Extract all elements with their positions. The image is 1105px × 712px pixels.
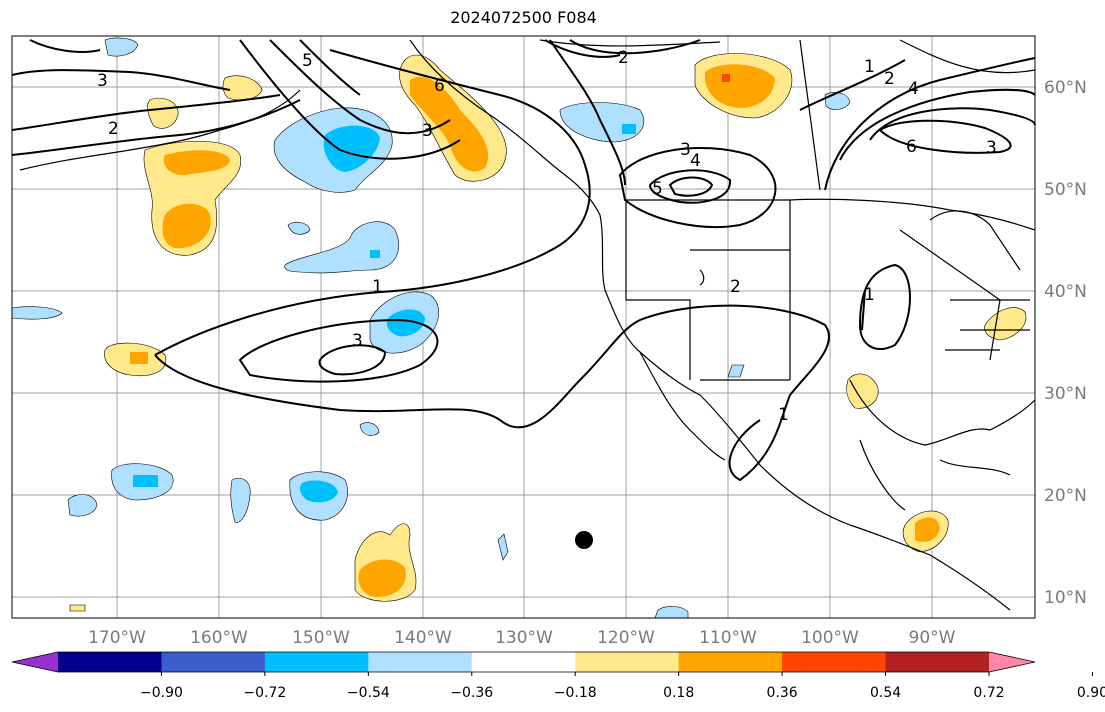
contour-label: 2: [884, 69, 895, 89]
contour-label: 5: [652, 179, 663, 199]
shading-negative: [11, 37, 851, 619]
lon-label: 170°W: [88, 628, 146, 648]
contour-label: 1: [372, 277, 383, 297]
colorbar: [11, 651, 1093, 676]
colorbar-block: [368, 652, 473, 672]
contour-label: 6: [906, 137, 917, 157]
colorbar-extend-min: [12, 652, 58, 672]
colorbar-tick-label: 0.18: [663, 685, 694, 701]
lon-label: 100°W: [801, 628, 859, 648]
colorbar-tick-label: 0.54: [870, 685, 901, 701]
map-frame: [11, 35, 1036, 619]
colorbar-block: [885, 652, 990, 672]
contour-label: 1: [778, 405, 789, 425]
colorbar-outline: [11, 651, 1036, 673]
contour-label: 3: [680, 140, 691, 160]
contour-label: 1: [864, 57, 875, 77]
colorbar-block: [58, 652, 162, 672]
contour-label: 4: [908, 79, 919, 99]
contour-label: 4: [690, 151, 701, 171]
colorbar-tick-label: −0.54: [347, 685, 390, 701]
contour-label: 6: [434, 76, 445, 96]
latitude-labels: 60°N 50°N 40°N 30°N 20°N 10°N: [1044, 78, 1087, 608]
colorbar-tick-label: −0.36: [450, 685, 493, 701]
map-title: 2024072500 F084: [450, 8, 597, 27]
colorbar-tick-label: −0.18: [554, 685, 597, 701]
lon-label: 120°W: [597, 628, 655, 648]
lon-label: 90°W: [909, 628, 956, 648]
lon-label: 130°W: [495, 628, 553, 648]
contour-labels: 3 2 5 6 3 2 1 3 4 5 1 2 4 6 3 1 3 2 1: [97, 48, 997, 425]
contour-label: 2: [618, 48, 629, 68]
colorbar-tick-label: 0.72: [973, 685, 1004, 701]
colorbar-tick-label: −0.72: [243, 685, 286, 701]
colorbar-extend-max: [989, 652, 1035, 672]
colorbar-block: [678, 652, 783, 672]
colorbar-tick-label: 0.90: [1077, 685, 1105, 701]
contour-label: 1: [864, 285, 875, 305]
contour-label: 2: [730, 277, 741, 297]
lat-label: 10°N: [1044, 588, 1087, 608]
colorbar-labels: −0.90 −0.72 −0.54 −0.36 −0.18 0.18 0.36 …: [140, 685, 1105, 701]
contour-label: 3: [422, 121, 433, 141]
lat-label: 30°N: [1044, 384, 1087, 404]
colorbar-block: [471, 652, 576, 672]
lon-label: 160°W: [190, 628, 248, 648]
colorbar-block: [264, 652, 369, 672]
colorbar-block: [575, 652, 680, 672]
shading-positive: [69, 53, 1027, 612]
lon-label: 150°W: [292, 628, 350, 648]
storm-marker: [575, 531, 593, 549]
lon-label: 140°W: [394, 628, 452, 648]
contour-label: 3: [352, 331, 363, 351]
colorbar-tick-label: −0.90: [140, 685, 183, 701]
contour-label: 3: [986, 138, 997, 158]
contour-label: 2: [108, 119, 119, 139]
lat-label: 20°N: [1044, 486, 1087, 506]
lat-label: 50°N: [1044, 180, 1087, 200]
colorbar-tick-label: 0.36: [767, 685, 798, 701]
coastlines: [19, 39, 1036, 611]
longitude-labels: 170°W 160°W 150°W 140°W 130°W 120°W 110°…: [88, 628, 956, 648]
lat-label: 40°N: [1044, 282, 1087, 302]
colorbar-block: [782, 652, 887, 672]
colorbar-block: [161, 652, 266, 672]
contour-label: 5: [302, 51, 313, 71]
contour-label: 3: [97, 71, 108, 91]
lat-label: 60°N: [1044, 78, 1087, 98]
contours: [11, 39, 1036, 482]
lon-label: 110°W: [699, 628, 757, 648]
